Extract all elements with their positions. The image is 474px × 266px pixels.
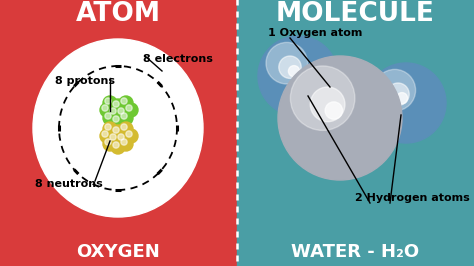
Bar (237, 0, 474, 266)
Circle shape (310, 87, 345, 122)
Circle shape (126, 131, 132, 137)
Circle shape (113, 127, 119, 133)
Circle shape (119, 122, 133, 136)
Circle shape (119, 137, 133, 151)
Circle shape (366, 63, 446, 143)
Circle shape (266, 42, 308, 84)
Circle shape (121, 113, 127, 119)
Circle shape (116, 132, 130, 146)
Circle shape (119, 111, 133, 125)
Circle shape (124, 103, 138, 117)
Circle shape (325, 102, 343, 119)
Circle shape (279, 56, 301, 78)
Circle shape (105, 139, 111, 145)
Circle shape (396, 93, 408, 104)
Circle shape (111, 114, 125, 128)
Circle shape (116, 106, 130, 120)
Circle shape (113, 142, 119, 148)
Circle shape (118, 108, 124, 114)
Circle shape (103, 111, 117, 125)
Text: 2 Hydrogen atoms: 2 Hydrogen atoms (355, 193, 470, 203)
Circle shape (126, 105, 132, 111)
Circle shape (118, 134, 124, 140)
Text: MOLECULE: MOLECULE (275, 1, 435, 27)
Circle shape (113, 101, 119, 107)
Circle shape (100, 103, 114, 117)
Text: ATOM: ATOM (75, 1, 161, 27)
Circle shape (103, 96, 117, 110)
Circle shape (102, 105, 108, 111)
Circle shape (387, 83, 409, 105)
Circle shape (121, 139, 127, 145)
Text: OXYGEN: OXYGEN (76, 243, 160, 261)
Circle shape (110, 108, 116, 114)
Text: 8 protons: 8 protons (55, 76, 115, 86)
Circle shape (100, 129, 114, 143)
Circle shape (258, 36, 338, 116)
Circle shape (119, 96, 133, 110)
Circle shape (278, 56, 402, 180)
Circle shape (124, 129, 138, 143)
Circle shape (121, 124, 127, 130)
Circle shape (110, 134, 116, 140)
Text: WATER - H₂O: WATER - H₂O (291, 243, 419, 261)
Circle shape (111, 125, 125, 139)
Circle shape (121, 98, 127, 104)
Circle shape (105, 113, 111, 119)
Circle shape (108, 132, 122, 146)
Text: 8 neutrons: 8 neutrons (35, 179, 103, 189)
Circle shape (103, 137, 117, 151)
Circle shape (111, 99, 125, 113)
Circle shape (113, 116, 119, 122)
Circle shape (288, 66, 300, 77)
Ellipse shape (33, 39, 203, 217)
Circle shape (291, 66, 355, 130)
Circle shape (105, 98, 111, 104)
Circle shape (103, 122, 117, 136)
Circle shape (111, 140, 125, 154)
Circle shape (108, 106, 122, 120)
Circle shape (374, 69, 416, 111)
Text: 8 electrons: 8 electrons (143, 54, 213, 64)
Text: 1 Oxygen atom: 1 Oxygen atom (268, 28, 363, 38)
Circle shape (105, 124, 111, 130)
Bar (0, 0, 237, 266)
Circle shape (102, 131, 108, 137)
